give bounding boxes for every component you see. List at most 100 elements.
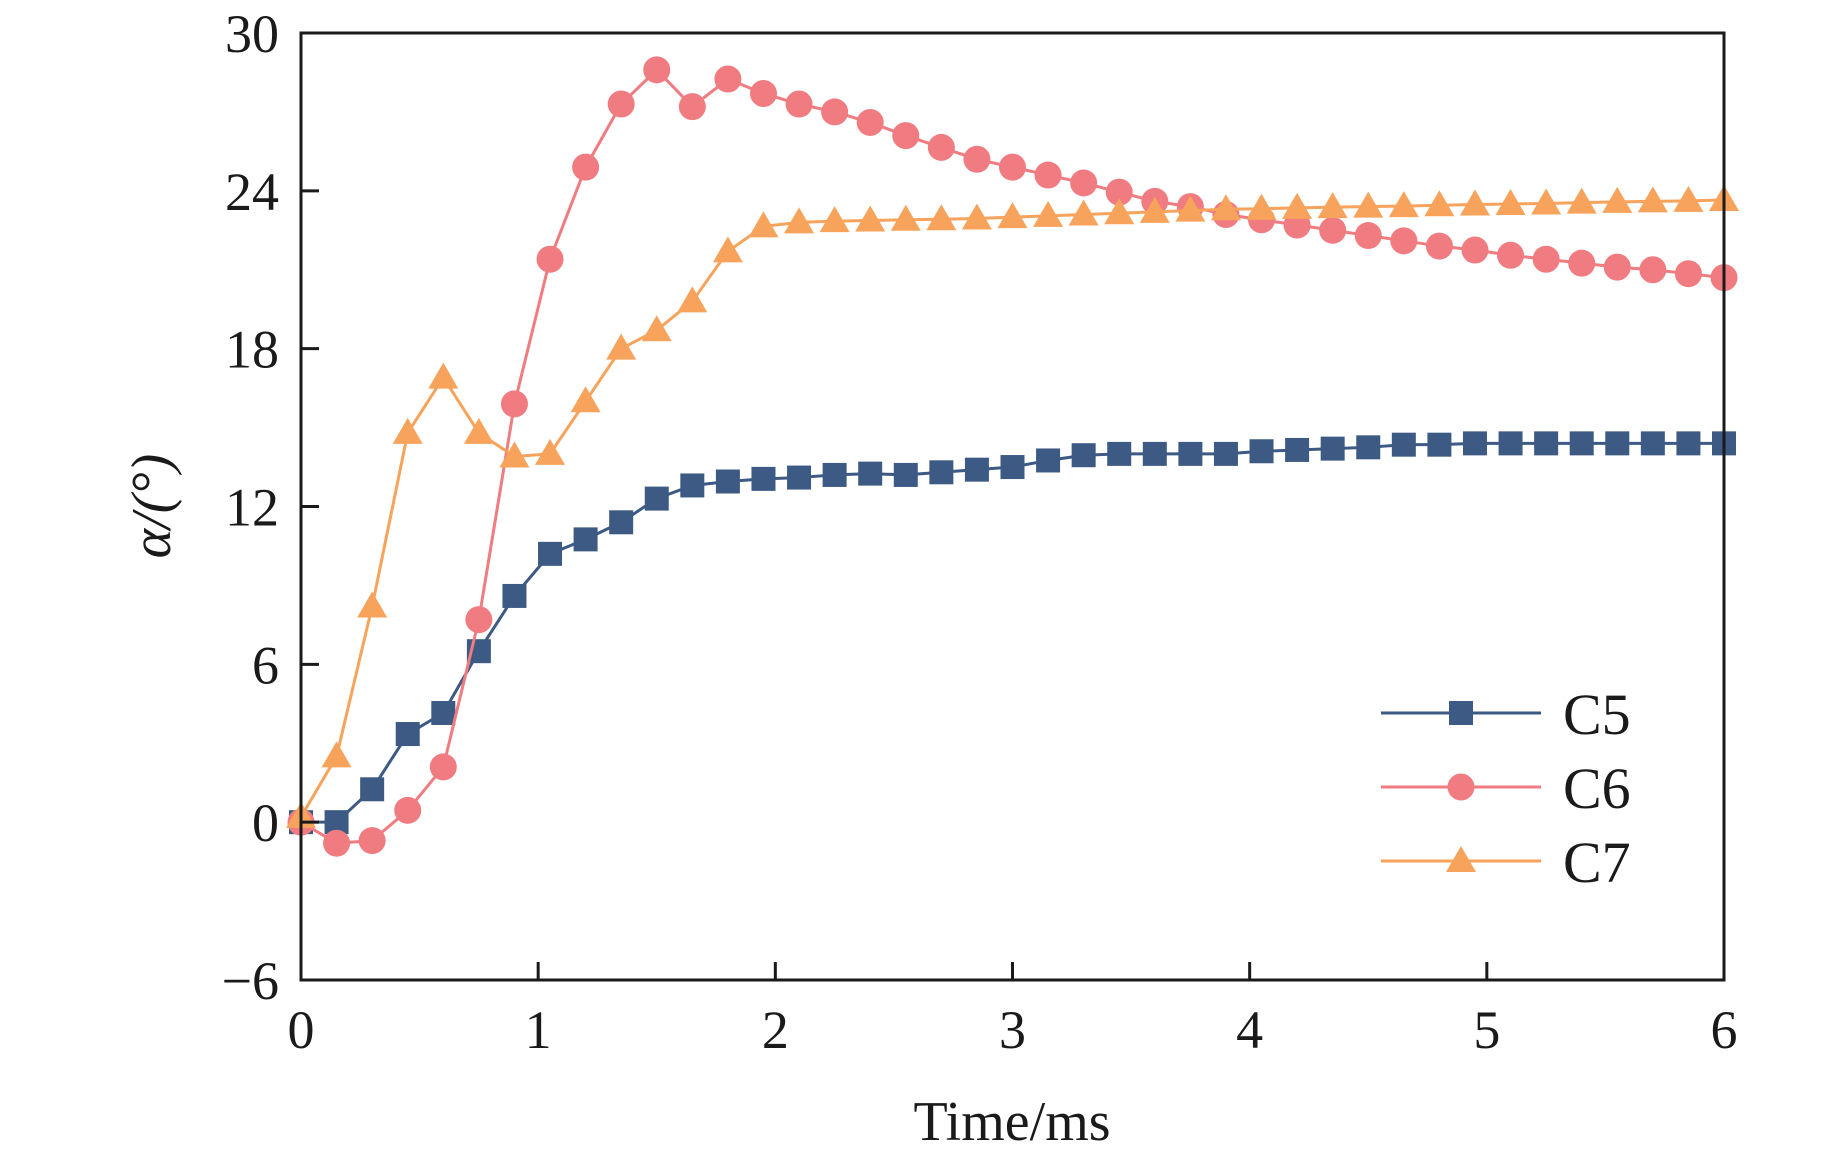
data-point [500, 390, 528, 418]
data-point [572, 153, 600, 181]
legend-marker [1446, 846, 1476, 872]
data-point [1425, 232, 1453, 260]
data-point [751, 466, 776, 491]
data-point [395, 722, 420, 747]
data-point [1285, 437, 1310, 462]
y-tick-label: 18 [225, 320, 279, 380]
data-point [1319, 216, 1347, 244]
data-point [999, 153, 1026, 181]
legend-label: C6 [1563, 756, 1631, 821]
x-tick-label: 5 [1473, 1000, 1500, 1060]
y-tick-label: 0 [252, 793, 279, 853]
data-point [1390, 227, 1418, 255]
data-point [1639, 256, 1667, 284]
data-point [1497, 241, 1525, 269]
data-point [1424, 190, 1455, 217]
data-point [643, 56, 671, 84]
data-point [856, 108, 884, 136]
data-point [926, 204, 957, 231]
data-point [358, 827, 386, 855]
data-point [748, 211, 779, 238]
data-point [858, 461, 883, 486]
data-point [609, 510, 634, 535]
legend-label: C5 [1563, 682, 1631, 747]
y-tick-label: 30 [225, 4, 279, 64]
data-point [1602, 186, 1633, 213]
data-point [1566, 187, 1597, 214]
data-point [392, 417, 423, 444]
data-point [855, 205, 886, 232]
y-axis-label: α/(°) [121, 454, 183, 559]
y-tick-label: 6 [252, 635, 279, 695]
x-tick-label: 3 [999, 1000, 1026, 1060]
y-tick-label: −6 [222, 951, 279, 1011]
data-point [321, 741, 352, 768]
data-point [644, 486, 669, 511]
data-point [1640, 431, 1665, 456]
series-layer [286, 56, 1739, 857]
legend-item-C7: C7 [1381, 830, 1631, 895]
legend-marker [1447, 773, 1475, 801]
data-point [1175, 195, 1206, 222]
data-point [680, 473, 705, 498]
data-point [428, 362, 459, 389]
data-point [1356, 435, 1381, 460]
data-point [822, 462, 847, 487]
data-point [394, 796, 422, 824]
data-point [1070, 169, 1098, 197]
data-point [607, 90, 635, 118]
data-point [1674, 260, 1702, 288]
data-point [963, 145, 991, 173]
y-tick-label: 12 [225, 478, 279, 538]
data-point [538, 541, 563, 566]
data-point [641, 315, 672, 342]
data-point [890, 204, 921, 231]
data-point [677, 286, 708, 313]
data-point [929, 460, 954, 485]
data-point [961, 203, 992, 230]
data-point [1495, 188, 1526, 215]
data-point [1139, 196, 1170, 223]
data-point [1461, 236, 1489, 264]
data-point [893, 462, 918, 487]
data-point [1036, 448, 1061, 473]
data-point [1282, 192, 1313, 219]
data-point [1246, 193, 1277, 220]
data-point [1142, 441, 1167, 466]
data-point [536, 245, 564, 273]
data-point [1534, 431, 1559, 456]
data-point [1071, 443, 1096, 468]
data-point [1531, 188, 1562, 215]
y-tick-label: 24 [225, 162, 279, 222]
data-point [1603, 253, 1631, 281]
series-C7 [286, 185, 1739, 828]
data-point [429, 753, 457, 781]
data-point [1568, 249, 1596, 277]
data-point [784, 207, 815, 234]
data-point [463, 417, 494, 444]
data-point [1388, 191, 1419, 218]
data-point [606, 333, 637, 360]
data-point [1676, 431, 1701, 456]
legend: C5 C6 C7 [1381, 682, 1631, 895]
data-point [1354, 222, 1382, 250]
data-point [499, 441, 530, 468]
data-point [357, 591, 388, 618]
data-point [1462, 431, 1487, 456]
data-point [1107, 441, 1132, 466]
data-point [964, 457, 989, 482]
data-point [1459, 189, 1490, 216]
data-point [1068, 199, 1099, 226]
data-point [715, 469, 740, 494]
data-point [1637, 186, 1668, 213]
legend-item-C5: C5 [1381, 682, 1631, 747]
data-point [787, 465, 812, 490]
data-point [323, 829, 351, 857]
data-point [819, 206, 850, 233]
series-C5 [289, 431, 1736, 835]
data-point [712, 236, 743, 263]
data-point [1105, 178, 1133, 206]
data-point [785, 90, 813, 118]
